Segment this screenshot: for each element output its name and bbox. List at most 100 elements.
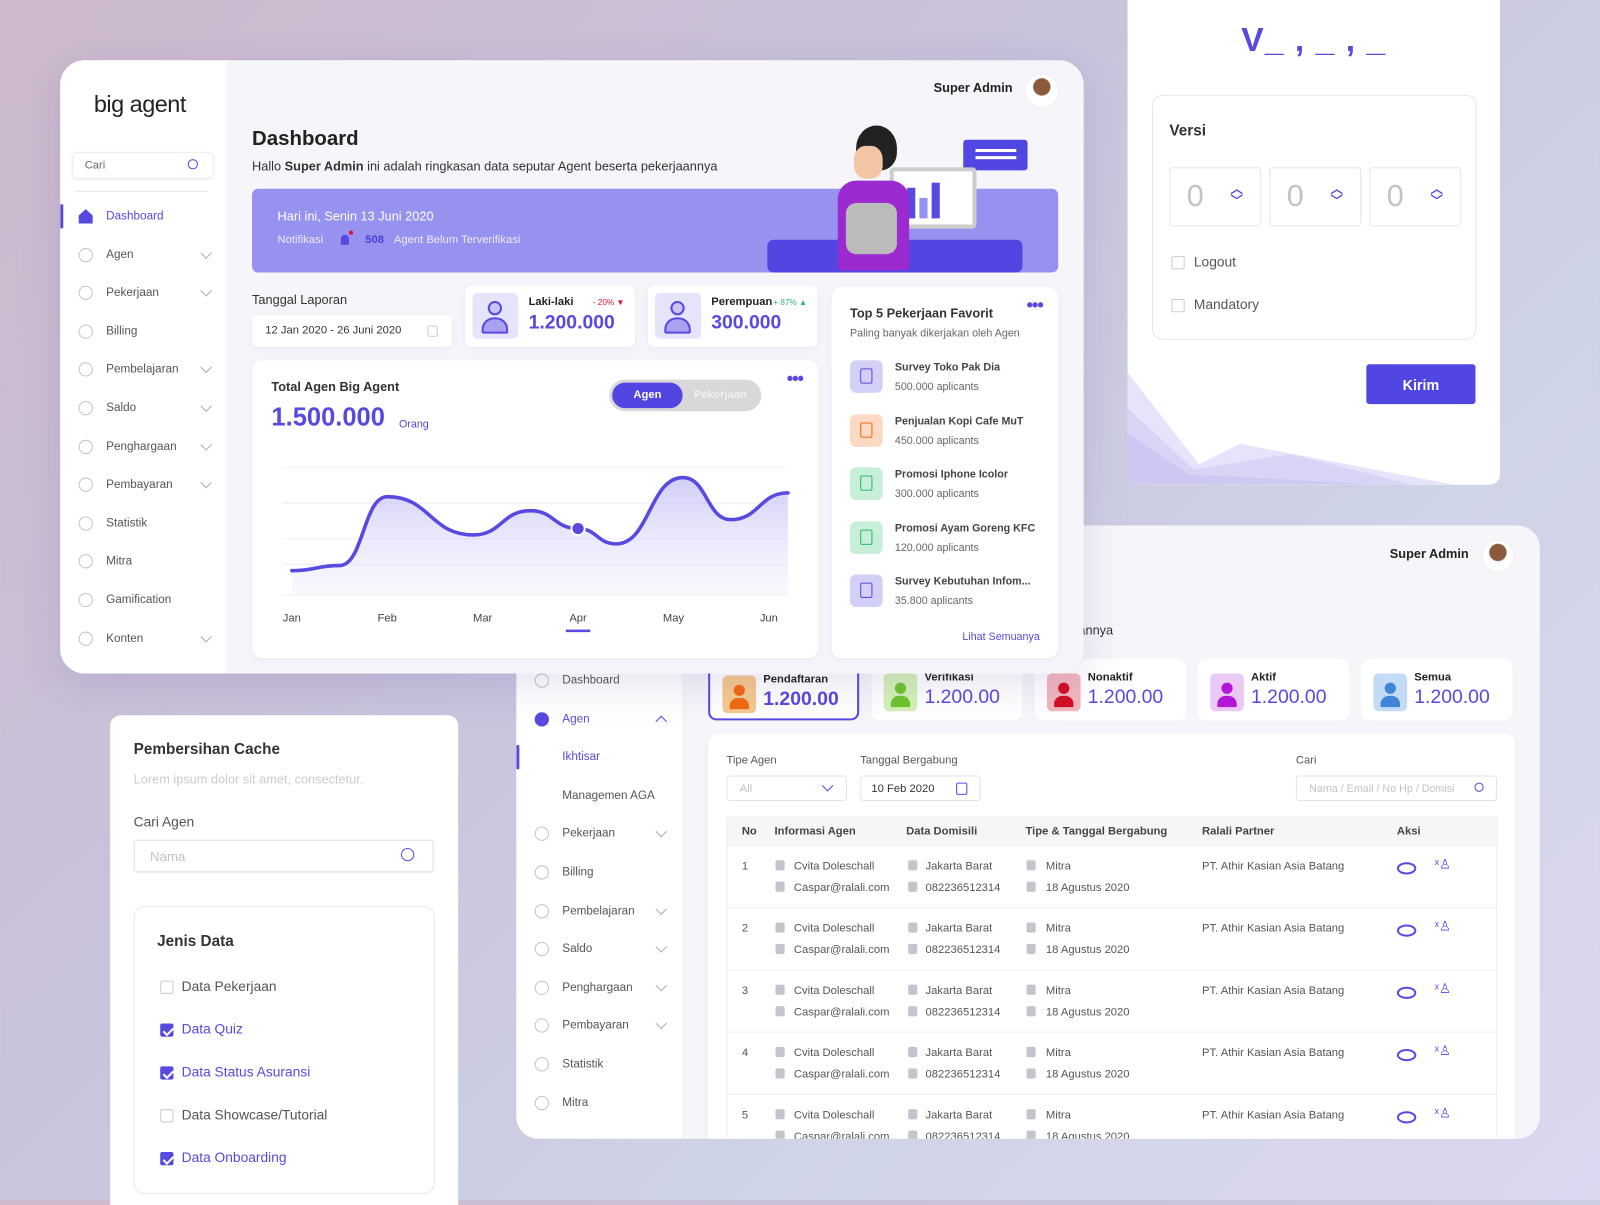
sidebar-item-pembelajaran[interactable]: Pembelajaran [516, 899, 681, 923]
deactivate-user-icon[interactable]: ˣ♙ [1434, 1042, 1451, 1059]
version-form: Versi 0 ︿ ﹀ 0 ︿ ﹀ 0 ︿ ﹀ Logout Mandatory [1152, 94, 1477, 340]
type-filter-select[interactable]: All [726, 775, 847, 802]
report-label: Tanggal Laporan [252, 292, 348, 308]
x-tick-label[interactable]: Feb [378, 612, 397, 624]
sidebar-item-pekerjaan[interactable]: Pekerjaan [60, 281, 226, 305]
deactivate-user-icon[interactable]: ˣ♙ [1434, 918, 1451, 934]
sidebar-item-agen[interactable]: Agen [60, 242, 226, 266]
top5-item[interactable]: Survey Kebutuhan Infom... 35.800 aplicant… [849, 574, 1044, 615]
top5-item[interactable]: Penjualan Kopi Cafe MuT 450.000 aplicants [849, 413, 1044, 455]
stepper-arrows-icon[interactable]: ︿ ﹀ [1230, 181, 1243, 209]
sidebar-search[interactable]: Cari [72, 152, 214, 179]
sidebar-item-label: Agen [106, 248, 134, 261]
avatar[interactable] [1481, 539, 1515, 573]
chevron-down-icon [200, 361, 212, 374]
sidebar-item-pembayaran[interactable]: Pembayaran [516, 1014, 681, 1038]
sidebar-item-pembelajaran[interactable]: Pembelajaran [60, 358, 226, 382]
x-tick-label[interactable]: Jun [760, 612, 778, 624]
status-user-icon [1210, 673, 1244, 712]
sidebar-item-mitra[interactable]: Mitra [60, 549, 226, 573]
person-icon [655, 292, 702, 339]
x-tick-label[interactable]: Jan [283, 612, 301, 624]
sidebar-item-statistik[interactable]: Statistik [60, 511, 226, 535]
top5-item[interactable]: Promosi Iphone Icolor 300.000 aplicants [849, 467, 1044, 508]
deactivate-user-icon[interactable]: ˣ♙ [1434, 856, 1451, 872]
top5-item[interactable]: Survey Toko Pak Dia 500.000 aplicants [849, 360, 1044, 401]
stat-value: 1.200.00 [1251, 686, 1327, 709]
view-eye-icon[interactable] [1396, 1048, 1417, 1062]
sidebar-item-konten[interactable]: Konten [60, 626, 226, 650]
sidebar-item-statistik[interactable]: Statistik [516, 1052, 681, 1076]
date-filter-input[interactable]: 10 Feb 2020 [860, 775, 981, 802]
calendar-icon [1026, 1006, 1036, 1017]
agent-phone: 082236512314 [925, 1130, 1001, 1139]
see-all-link[interactable]: Lihat Semuanya [962, 630, 1040, 643]
deactivate-user-icon[interactable]: ˣ♙ [1434, 980, 1451, 996]
stepper-arrows-icon[interactable]: ︿ ﹀ [1430, 181, 1443, 209]
sidebar-item-gamification[interactable]: Gamification [60, 588, 226, 612]
view-eye-icon[interactable] [1396, 1111, 1417, 1124]
change-value: - 20% [592, 297, 615, 308]
report-date-range[interactable]: 12 Jan 2020 - 26 Juni 2020 [252, 315, 453, 347]
view-eye-icon[interactable] [1396, 862, 1417, 875]
version-title: V_ , _ , _ [1241, 20, 1387, 59]
highlight-point[interactable] [570, 520, 586, 537]
checkbox-option[interactable] [160, 980, 174, 994]
sidebar-item-managemen-aga[interactable]: Managemen AGA [516, 783, 681, 807]
search-input[interactable]: Nama / Email / No Hp / Domisi [1295, 775, 1497, 802]
sidebar-item-pekerjaan[interactable]: Pekerjaan [516, 822, 681, 846]
view-eye-icon[interactable] [1396, 986, 1417, 999]
checkbox-logout[interactable] [1171, 256, 1185, 270]
version-number-stepper[interactable]: 0 ︿ ﹀ [1169, 167, 1262, 227]
search-agent-label: Cari Agen [133, 814, 195, 830]
partner-name: PT. Athir Kasian Asia Batang [1202, 1109, 1345, 1122]
sidebar-item-label: Gamification [106, 593, 172, 607]
chevron-down-icon [200, 285, 212, 297]
chevron-down-icon [200, 630, 212, 643]
chat-bubble-icon [963, 139, 1028, 171]
version-number-stepper[interactable]: 0 ︿ ﹀ [1369, 167, 1462, 227]
top5-subtitle: Paling banyak dikerjakan oleh Agen [849, 327, 1020, 340]
sidebar-item-pembayaran[interactable]: Pembayaran [60, 473, 226, 497]
checkbox-option[interactable] [160, 1109, 174, 1123]
sidebar-item-billing[interactable]: Billing [516, 860, 681, 884]
avatar[interactable] [1024, 73, 1060, 109]
top5-item[interactable]: Promosi Ayam Goreng KFC 120.000 aplicants [849, 520, 1044, 562]
x-tick-label[interactable]: Apr [569, 612, 587, 624]
sidebar-item-billing[interactable]: Billing [60, 319, 226, 343]
stat-card-semua[interactable]: Semua 1.200.00 [1361, 659, 1513, 721]
sidebar-item-penghargaan[interactable]: Penghargaan [516, 975, 681, 999]
status-user-icon [1373, 673, 1408, 712]
search-agent-input[interactable]: Nama [133, 839, 434, 873]
monitor-bar [907, 187, 916, 219]
sidebar-item-label: Dashboard [562, 674, 620, 687]
x-tick-label[interactable]: Mar [473, 612, 493, 624]
sidebar-item-mitra[interactable]: Mitra [516, 1090, 681, 1114]
sidebar-item-saldo[interactable]: Saldo [516, 937, 681, 961]
deactivate-user-icon[interactable]: ˣ♙ [1434, 1105, 1451, 1121]
view-eye-icon[interactable] [1396, 924, 1417, 937]
checkbox-label: Mandatory [1193, 296, 1259, 313]
checkbox-option[interactable] [160, 1066, 174, 1080]
sidebar-item-dashboard[interactable]: Dashboard [516, 668, 681, 692]
menu-icon [534, 826, 549, 842]
sidebar-item-agen[interactable]: Agen [516, 707, 681, 731]
checkbox-mandatory[interactable] [1171, 298, 1185, 313]
toggle-pekerjaan[interactable]: Pekerjaan [693, 388, 747, 402]
submit-button[interactable]: Kirim [1366, 364, 1476, 405]
sidebar-item-saldo[interactable]: Saldo [60, 396, 226, 420]
sidebar-item-ikhtisar[interactable]: Ikhtisar [516, 745, 681, 770]
stepper-arrows-icon[interactable]: ︿ ﹀ [1330, 181, 1343, 209]
checkbox-option[interactable] [160, 1152, 174, 1166]
more-icon[interactable]: ••• [786, 368, 804, 389]
sidebar-item-dashboard[interactable]: Dashboard [60, 204, 226, 229]
toggle-agen[interactable]: Agen [612, 382, 683, 409]
join-date: 18 Agustus 2020 [1045, 1006, 1130, 1019]
checkbox-option[interactable] [160, 1023, 174, 1037]
more-icon[interactable]: ••• [1026, 294, 1044, 316]
sidebar-item-penghargaan[interactable]: Penghargaan [60, 434, 226, 458]
x-tick-label[interactable]: May [663, 612, 685, 624]
banner-notif-count[interactable]: 508 [365, 233, 385, 246]
version-number-stepper[interactable]: 0 ︿ ﹀ [1269, 167, 1362, 227]
stat-card-aktif[interactable]: Aktif 1.200.00 [1197, 659, 1349, 721]
